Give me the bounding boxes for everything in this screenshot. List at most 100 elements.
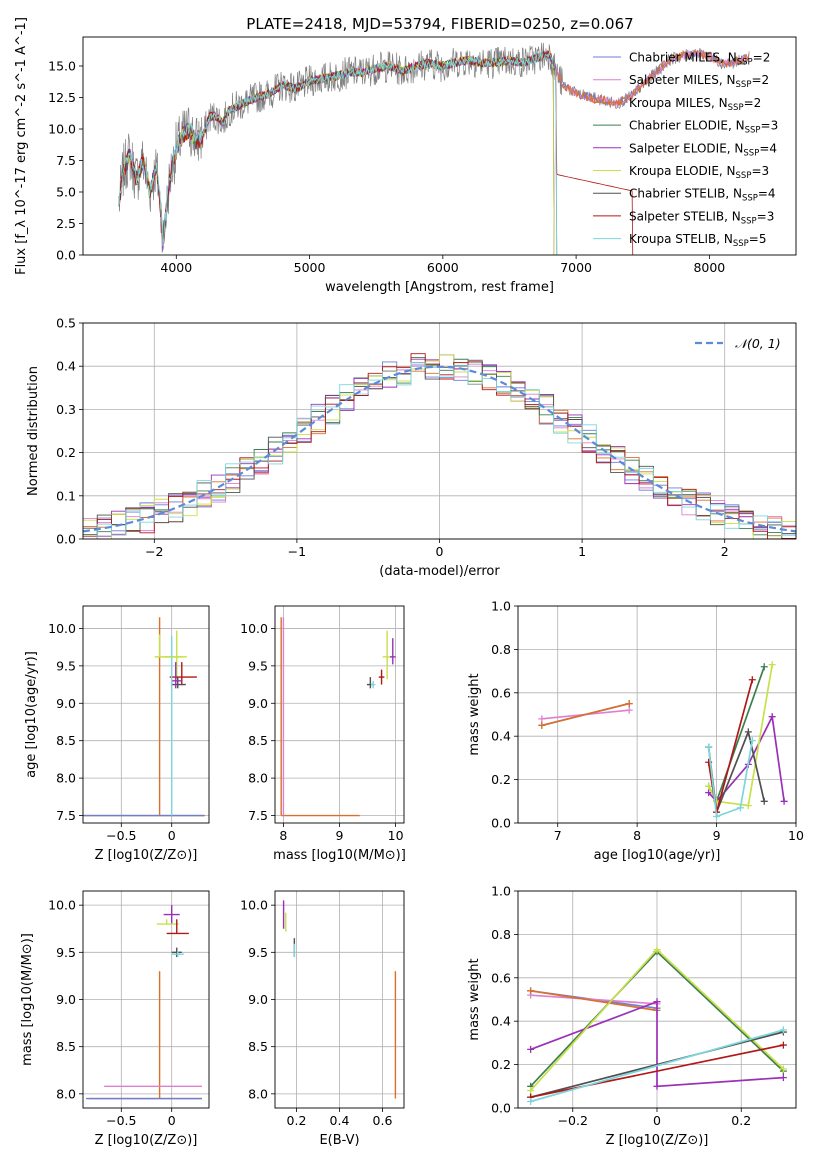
x-axis-label: E(B-V): [319, 1133, 359, 1148]
legend-label-subscript: SSP: [736, 171, 752, 181]
weight-marker-chabrier_elodie: [760, 663, 768, 671]
legend-label-text: Chabrier MILES, N: [629, 51, 737, 65]
y-axis-label: age [log10(age/yr)]: [24, 651, 39, 778]
x-tick-label: 8: [633, 828, 641, 843]
legend-entry-label: Chabrier STELIB, NSSP=4: [629, 187, 776, 204]
weight-marker-salpeter_stelib: [779, 1041, 787, 1049]
y-tick-label: 7.5: [248, 808, 268, 823]
weight-marker-chabrier_stelib: [760, 797, 768, 805]
weight-marker-salpeter_stelib: [748, 676, 756, 684]
panel-residuals: −2 −1 0 1 2 0.0 0.1 0.2 0.3 0.4 0.5 (data-model)/er…: [26, 316, 797, 579]
y-tick-label: 2.5: [56, 216, 76, 231]
weight-marker-kroupa_elodie: [527, 1087, 535, 1095]
legend-entry-label: Kroupa MILES, NSSP=2: [629, 96, 761, 113]
x-tick-label: 7: [554, 828, 562, 843]
y-axis-label: Normed distribution: [26, 366, 41, 496]
legend-label-suffix: =3: [757, 209, 775, 223]
weight-marker-salpeter_elodie: [768, 713, 776, 721]
y-tick-label: 0.6: [491, 685, 511, 700]
x-tick-label: 0: [653, 1113, 661, 1128]
weight-marker-kroupa_elodie: [744, 802, 752, 810]
x-axis-label: Z [log10(Z/Z⊙)]: [95, 848, 198, 863]
x-axis-label: wavelength [Angstrom, rest frame]: [325, 280, 554, 295]
legend-label-text: Salpeter STELIB, N: [629, 209, 741, 223]
y-tick-label: 8.0: [56, 771, 76, 786]
panel-age_vs_Z: −0.5 0 7.5 8.0 8.5 9.0 9.5 10.0 Z [log10(Z/Z⊙)] a…: [24, 605, 210, 863]
weight-marker-kroupa_stelib: [705, 743, 713, 751]
x-tick-label: 2: [721, 544, 729, 559]
weight-marker-kroupa_miles: [527, 987, 535, 995]
weight-marker-salpeter_elodie: [705, 789, 713, 797]
legend-label-suffix: =4: [759, 141, 777, 155]
y-tick-label: 0.0: [491, 816, 511, 831]
panel-age_vs_mass: 8 9 10 7.5 8.0 8.5 9.0 9.5 10.0 mass [log10(M/M⊙)…: [240, 605, 406, 863]
gaussian-legend-label: 𝒩(0, 1): [735, 336, 781, 351]
y-tick-label: 8.5: [248, 733, 268, 748]
y-tick-label: 9.5: [248, 945, 268, 960]
legend-label-subscript: SSP: [743, 148, 759, 158]
panel-mass_vs_ebv: 0.2 0.4 0.6 8.0 8.5 9.0 9.5 10.0 E(B-V): [240, 890, 405, 1148]
weight-marker-kroupa_elodie: [653, 946, 661, 954]
weight-line-kroupa_elodie: [707, 664, 774, 807]
weight-line-kroupa_miles: [530, 989, 658, 1012]
y-tick-label: 10.0: [240, 898, 268, 913]
weight-marker-salpeter_miles: [625, 706, 633, 714]
y-tick-label: 0.2: [56, 445, 76, 460]
weight-marker-salpeter_elodie: [527, 1045, 535, 1053]
y-tick-label: 0.1: [56, 488, 76, 503]
legend-label-suffix: =2: [753, 51, 771, 65]
y-tick-label: 9.0: [56, 992, 76, 1007]
weight-line-salpeter_stelib: [707, 679, 754, 813]
x-tick-label: 0.4: [330, 1113, 350, 1128]
legend-label-text: Kroupa MILES, N: [629, 96, 728, 110]
legend-entry-label: Salpeter MILES, NSSP=2: [629, 73, 769, 90]
weight-marker-kroupa_miles: [538, 721, 546, 729]
x-tick-label: 7000: [560, 260, 592, 275]
x-tick-label: 8: [279, 828, 287, 843]
weight-marker-chabrier_stelib: [744, 728, 752, 736]
y-axis-label: Flux [f_λ 10^-17 erg cm^-2 s^-1 A^-1]: [14, 17, 29, 275]
x-tick-label: 8000: [693, 260, 725, 275]
weight-marker-salpeter_elodie: [780, 797, 788, 805]
plot-frame: [274, 605, 405, 824]
legend-label-text: Kroupa ELODIE, N: [629, 164, 736, 178]
weight-marker-salpeter_elodie: [653, 998, 661, 1006]
y-axis-label: mass [log10(M/M⊙)]: [20, 933, 35, 1066]
weight-line-salpeter_stelib: [530, 1044, 784, 1099]
legend-label-text: Salpeter MILES, N: [629, 73, 736, 87]
y-tick-label: 5.0: [56, 184, 76, 199]
legend-label-subscript: SSP: [733, 239, 749, 249]
spectrum-model-line-chabrier_stelib: [118, 50, 558, 255]
y-tick-label: 0.0: [491, 1101, 511, 1116]
y-tick-label: 9.0: [56, 696, 76, 711]
panel-massweight_vs_Z: −0.2 0 0.2 0.0 0.2 0.4 0.6 0.8 1.0 Z [log10(Z/Z⊙)…: [467, 884, 797, 1148]
panels-group: 4000 5000 6000 7000 80000.02.55.07.510.012.5…: [14, 17, 804, 1148]
spectrum-model-line-kroupa_elodie: [118, 50, 555, 255]
x-tick-label: 9: [713, 828, 721, 843]
y-tick-label: 8.5: [56, 1039, 76, 1054]
weight-marker-kroupa_stelib: [736, 804, 744, 812]
legend-label-suffix: =3: [751, 164, 769, 178]
y-tick-label: 10.0: [48, 121, 76, 136]
weight-line-kroupa_stelib: [707, 740, 754, 818]
y-tick-label: 0.5: [56, 316, 76, 331]
plot-frame: [517, 890, 797, 1109]
histogram-kroupa_elodie: [83, 354, 796, 539]
spectrum-model-line-salpeter_elodie: [118, 51, 555, 255]
weight-marker-kroupa_stelib: [779, 1026, 787, 1034]
y-tick-label: 8.0: [56, 1086, 76, 1101]
y-tick-label: 9.5: [56, 658, 76, 673]
y-tick-label: 9.5: [56, 945, 76, 960]
weight-marker-kroupa_miles: [625, 700, 633, 708]
weight-line-kroupa_stelib: [530, 1029, 784, 1103]
y-tick-label: 1.0: [491, 599, 511, 614]
y-tick-label: 7.5: [56, 153, 76, 168]
legend-label-subscript: SSP: [737, 58, 753, 68]
legend-entry-label: Kroupa STELIB, NSSP=5: [629, 232, 767, 249]
x-tick-label: 0.2: [287, 1113, 307, 1128]
y-tick-label: 10.0: [48, 621, 76, 636]
y-tick-label: 12.5: [48, 90, 76, 105]
x-axis-label: Z [log10(Z/Z⊙)]: [606, 1133, 709, 1148]
x-tick-label: −0.5: [106, 828, 136, 843]
x-tick-label: 10: [788, 828, 804, 843]
